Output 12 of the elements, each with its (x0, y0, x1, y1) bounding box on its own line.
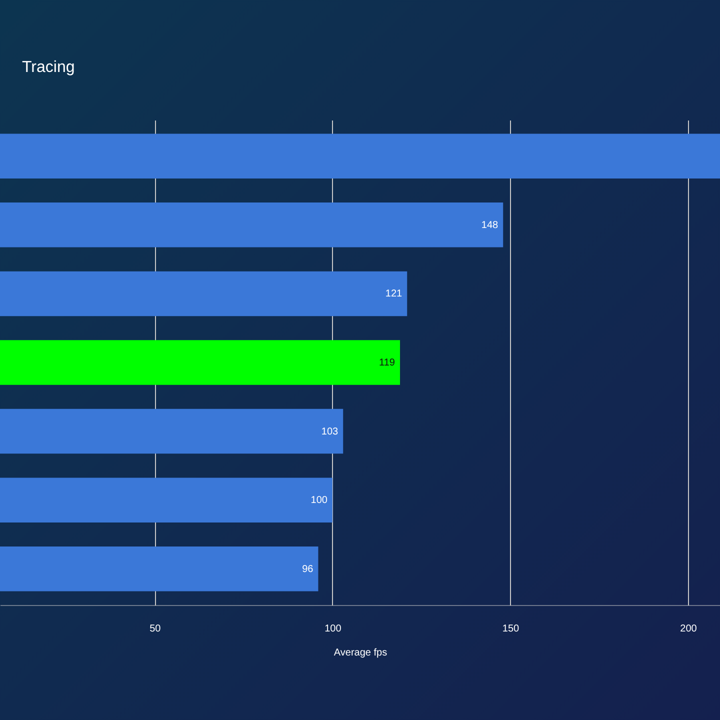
data-label: 119 (379, 358, 396, 368)
data-label: 148 (481, 220, 499, 231)
data-label: 96 (302, 564, 314, 575)
data-label: 121 (385, 288, 403, 300)
x-tick-label: 200 (680, 624, 698, 634)
x-tick-label: 100 (324, 624, 342, 634)
x-tick-label: 150 (502, 624, 520, 634)
x-axis-title: Average fps (334, 648, 388, 658)
data-label: 100 (310, 495, 328, 506)
x-tick-label: 50 (150, 624, 162, 634)
chart-title: Tracing (22, 59, 75, 77)
data-label: 103 (321, 426, 339, 438)
